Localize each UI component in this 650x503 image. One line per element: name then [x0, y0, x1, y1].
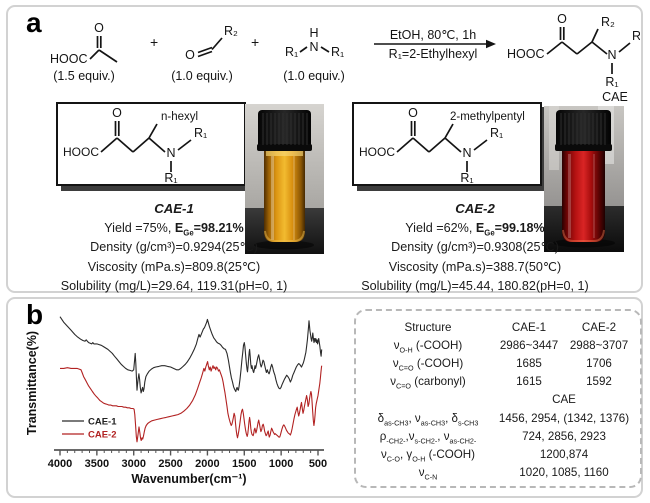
- row-label: νC=O (carbonyl): [390, 375, 466, 391]
- hooc-label: HOOC: [359, 145, 395, 159]
- row-value-cae1: 1615: [516, 375, 542, 389]
- ftir-spectra-chart: 4000 3500 3000 2500 2000 1500 1000 500 Wavenumbe…: [25, 316, 327, 486]
- legend-label: CAE-1: [88, 417, 117, 428]
- plus-sign: +: [251, 34, 259, 50]
- ir-assignment-table: Structure CAE-1 CAE-2 νO-H (-COOH) 2986~…: [354, 309, 642, 488]
- equiv-label-1: (1.5 equiv.): [53, 69, 115, 83]
- cae1-vial-photo: [245, 104, 324, 254]
- r1-label: R₁: [331, 45, 344, 59]
- x-tick-label: 500: [309, 458, 327, 470]
- x-tick-label: 2000: [195, 458, 219, 470]
- r2-label: R₂: [224, 24, 238, 38]
- cae2-name: CAE-2: [455, 201, 495, 216]
- r1-label: R₁: [285, 45, 298, 59]
- nitrogen-atom: N: [166, 146, 175, 160]
- cae2-density: Density (g/cm³)=0.9308(25℃): [391, 240, 559, 255]
- x-tick-label: 3500: [85, 458, 109, 470]
- cae1-density: Density (g/cm³)=0.9294(25℃): [90, 240, 258, 255]
- equiv-label-2: (1.0 equiv.): [171, 69, 233, 83]
- spectrum-cae-1: [59, 316, 323, 394]
- reaction-scheme: HOOC O (1.5 equiv.) + O R₂ (1.0 equiv.) …: [50, 12, 640, 104]
- x-tick-label: 4000: [48, 458, 72, 470]
- conditions-bottom: R₁=2-Ethylhexyl: [389, 47, 478, 61]
- oxygen-atom: O: [557, 12, 567, 26]
- equiv-label-3: (1.0 equiv.): [283, 69, 345, 83]
- r1-label: R₁: [164, 171, 177, 184]
- row-value: 1456, 2954, (1342, 1376): [498, 411, 630, 425]
- substituent-label: 2-methylpentyl: [450, 111, 525, 123]
- x-tick-label: 1000: [269, 458, 293, 470]
- cae2-properties: CAE-2 Yield =62%, EGe=99.18% Density (g/…: [309, 199, 641, 297]
- row-label: ρ-CH2-,νs-CH2-, νas-CH2-: [379, 429, 477, 446]
- r1-label: R₁: [490, 126, 503, 140]
- conditions-top: EtOH, 80℃, 1h: [390, 28, 476, 42]
- cae2-structure-box: HOOC O 2-methylpentyl N R₁ R₁: [352, 102, 542, 186]
- nitrogen-atom: N: [462, 146, 471, 160]
- row-label: νC=O (-COOH): [392, 356, 464, 373]
- cae1-yield: Yield =75%, EGe=98.21%: [104, 220, 244, 238]
- spectrum-cae-2: [60, 361, 323, 443]
- row-label: νC-N: [418, 466, 438, 482]
- hooc-label: HOOC: [50, 52, 88, 66]
- oxygen-atom: O: [94, 21, 104, 35]
- row-value: 1020, 1085, 1160: [519, 466, 609, 480]
- legend-label: CAE-2: [88, 430, 117, 441]
- cae2-solubility: Solubility (mg/L)=45.44, 180.82(pH=0, 1): [361, 279, 589, 294]
- product-label: CAE: [602, 90, 628, 104]
- r1-label: R₁: [605, 75, 618, 89]
- row-label: νC-O, γO-H (-COOH): [380, 447, 475, 464]
- row-value-cae1: 1685: [516, 356, 542, 370]
- nitrogen-atom: N: [607, 48, 616, 62]
- x-axis-title: Wavenumber(cm⁻¹): [131, 472, 246, 486]
- row-value-cae2: 2988~3707: [569, 338, 629, 352]
- cae1-name: CAE-1: [154, 201, 194, 216]
- oxygen-atom: O: [112, 106, 122, 120]
- substituent-label: n-hexyl: [161, 111, 198, 123]
- hooc-label: HOOC: [63, 145, 99, 159]
- row-value-cae2: 1592: [586, 375, 612, 389]
- x-tick-label: 3000: [121, 458, 145, 470]
- panel-b-label: b: [26, 299, 44, 330]
- panel-b: b 4000 3500 3000 2500 2000 1500 1000 500 Wavenum…: [6, 297, 643, 498]
- table-header-structure: Structure: [404, 320, 452, 334]
- row-value-cae2: 1706: [586, 356, 612, 370]
- r1-label: R₁: [632, 29, 640, 43]
- row-value: 724, 2856, 2923: [522, 429, 606, 443]
- row-label: νO-H (-COOH): [393, 338, 463, 355]
- cap-ridges: [262, 113, 308, 145]
- row-value-cae1: 2986~3447: [499, 338, 559, 352]
- nitrogen-atom: N: [309, 40, 318, 54]
- cap-ridges: [560, 113, 606, 145]
- oxygen-atom: O: [408, 106, 418, 120]
- cae1-properties: CAE-1 Yield =75%, EGe=98.21% Density (g/…: [8, 199, 340, 297]
- cae2-yield: Yield =62%, EGe=99.18%: [405, 220, 545, 238]
- cae2-vial-photo: [544, 106, 624, 252]
- plus-sign: +: [150, 34, 158, 50]
- hooc-label: HOOC: [507, 47, 545, 61]
- cae2-structure: HOOC O 2-methylpentyl N R₁ R₁: [359, 106, 525, 185]
- cae1-viscosity: Viscosity (mPa.s)=809.8(25℃): [87, 259, 261, 274]
- cae1-solubility: Solubility (mg/L)=29.64, 119.31(pH=0, 1): [60, 279, 288, 294]
- r1-label: R₁: [194, 126, 207, 140]
- cae2-viscosity: Viscosity (mPa.s)=388.7(50℃): [388, 259, 562, 274]
- reaction-arrow: [486, 39, 496, 49]
- row-value: 1200,874: [539, 447, 589, 461]
- panel-a: a HOOC O (1.5 equiv.) + O R₂ (1.0 equiv.…: [6, 5, 643, 293]
- aldehyde-oxygen: O: [185, 48, 195, 62]
- r2-label: R₂: [601, 15, 615, 29]
- cae1-structure-box: HOOC O n-hexyl N R₁ R₁: [56, 102, 246, 186]
- r1-label: R₁: [460, 171, 473, 184]
- cae-span-header: CAE: [552, 393, 576, 407]
- x-tick-label: 2500: [158, 458, 182, 470]
- y-axis-title: Transmittance(%): [25, 331, 39, 435]
- table-header-cae2: CAE-2: [581, 320, 617, 334]
- row-label: δas-CH3, νas-CH3, δs-CH3: [377, 411, 479, 427]
- table-header-cae1: CAE-1: [511, 320, 547, 334]
- panel-a-label: a: [26, 7, 42, 38]
- hydrogen-atom: H: [309, 26, 318, 40]
- cae1-structure: HOOC O n-hexyl N R₁ R₁: [63, 106, 207, 185]
- x-tick-label: 1500: [232, 458, 256, 470]
